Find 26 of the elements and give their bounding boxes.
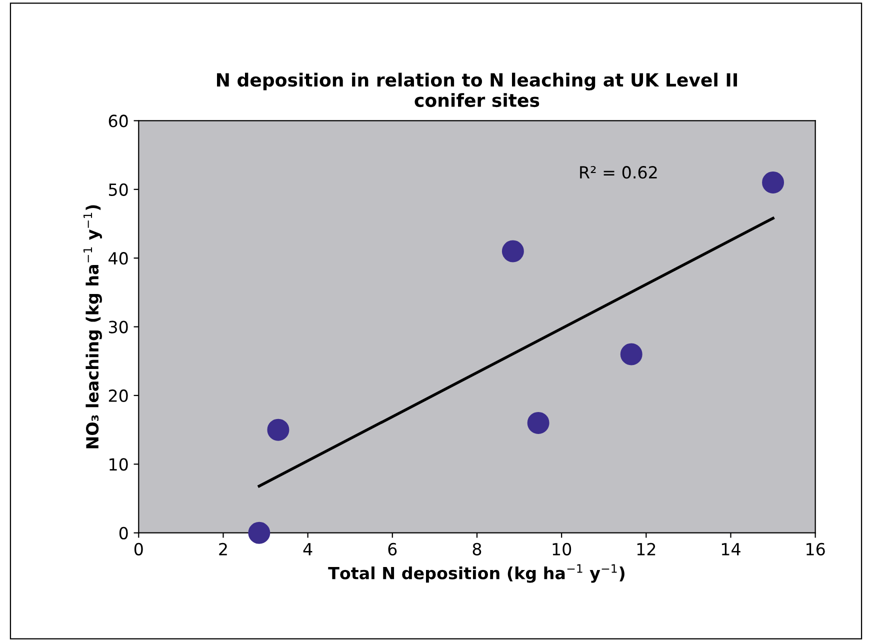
x-tick-label: 16: [806, 542, 825, 556]
point: [762, 172, 784, 194]
y-tick-label: 40: [108, 252, 128, 265]
x-tick-label: 12: [637, 542, 656, 556]
y-tick-label: 20: [108, 389, 128, 402]
chart-title: N deposition in relation to N leaching at UK Level II conifer sites: [217, 72, 737, 108]
x-tick-label: 4: [303, 543, 312, 556]
x-tick-label: 0: [134, 542, 143, 556]
y-axis-title: NO₃ leaching (kg ha$^{−1}$ y$^{−1}$): [83, 205, 102, 448]
point: [620, 343, 642, 366]
x-tick-label: 14: [722, 543, 740, 556]
y-tick-label: 30: [108, 320, 128, 334]
y-tick-label: 10: [110, 458, 128, 471]
point: [248, 522, 270, 544]
annotation: R² = 0.62: [580, 166, 657, 179]
y-tick-label: 50: [109, 183, 128, 196]
y-tick-label: 0: [119, 526, 128, 540]
point: [502, 240, 524, 262]
x-axis-title: Total N deposition (kg ha$^{−1}$ y$^{−1}$): [328, 564, 624, 583]
point: [267, 418, 290, 441]
point: [527, 412, 550, 434]
y-tick-label: 60: [108, 114, 128, 128]
x-tick-label: 10: [552, 542, 572, 556]
x-tick-label: 8: [472, 542, 482, 556]
x-tick-label: 2: [219, 542, 227, 556]
x-tick-label: 6: [388, 542, 397, 556]
